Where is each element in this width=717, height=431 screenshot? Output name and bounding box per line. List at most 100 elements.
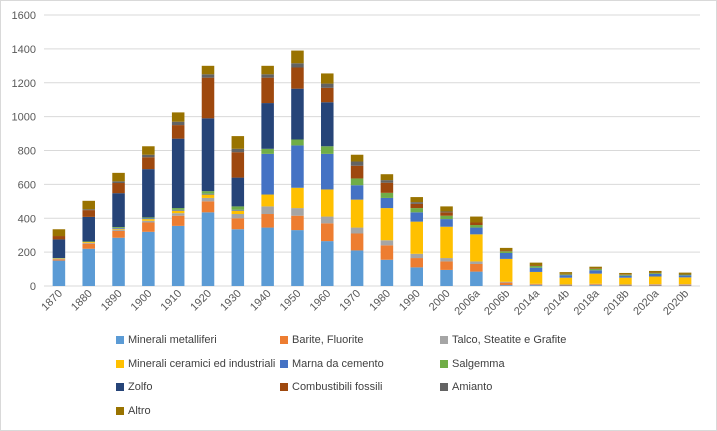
- bar-segment: [410, 197, 423, 203]
- y-tick-label: 0: [30, 281, 36, 293]
- x-tick-label: 1990: [397, 288, 423, 314]
- x-tick-label: 2018a: [572, 287, 603, 318]
- x-tick-label: 1870: [39, 288, 65, 314]
- bar-segment: [261, 65, 274, 75]
- bar-segment: [529, 271, 543, 284]
- x-tick-label: 1920: [188, 288, 214, 314]
- bar-segment: [410, 208, 423, 213]
- bar-segment: [649, 273, 662, 274]
- bar-segment: [410, 212, 423, 222]
- y-tick-label: 400: [18, 213, 36, 225]
- bar-segment: [261, 194, 274, 207]
- bar-segment: [440, 215, 453, 220]
- bar-segment: [291, 67, 304, 89]
- bar-segment: [678, 284, 692, 286]
- bar-segment: [499, 258, 513, 282]
- bar-segment: [171, 138, 185, 209]
- bar-segment: [440, 206, 453, 212]
- bar-segment: [231, 210, 245, 215]
- bar-segment: [321, 216, 334, 224]
- bar-segment: [142, 220, 155, 223]
- bar-segment: [201, 212, 215, 286]
- bar-segment: [380, 259, 394, 286]
- bar-segment: [380, 180, 394, 183]
- bar-segment: [82, 248, 95, 286]
- bar-segment: [142, 222, 155, 232]
- bar-segment: [350, 199, 364, 228]
- bar-segment: [321, 223, 334, 242]
- bar-segment: [470, 263, 483, 272]
- bar-segment: [261, 77, 274, 104]
- bar-segment: [559, 275, 573, 278]
- bar-segment: [231, 136, 245, 149]
- bar-segment: [350, 161, 364, 166]
- bar-segment: [440, 258, 453, 262]
- bar-segment: [380, 192, 394, 198]
- x-tick-label: 1950: [278, 288, 304, 314]
- bar-segment: [649, 273, 662, 277]
- bar-segment: [261, 214, 274, 228]
- bar-segment: [678, 284, 692, 285]
- bar-segment: [171, 213, 185, 216]
- bar-segment: [142, 217, 155, 219]
- bar-segment: [201, 74, 215, 78]
- bar-segment: [142, 219, 155, 221]
- bar-segment: [291, 139, 304, 146]
- bar-segment: [649, 270, 662, 273]
- bar-segment: [529, 262, 543, 266]
- bar-segment: [529, 285, 543, 286]
- bar-segment: [350, 185, 364, 200]
- bar-segment: [171, 208, 185, 210]
- bar-segment: [231, 209, 245, 211]
- x-tick-label: 2020b: [661, 288, 691, 318]
- bar-segment: [261, 148, 274, 154]
- x-tick-label: 1880: [69, 288, 95, 314]
- bar-segment: [649, 284, 662, 286]
- bar-segment: [380, 245, 394, 260]
- bar-segment: [291, 230, 304, 286]
- bar-segment: [678, 272, 692, 274]
- bar-segment: [321, 189, 334, 217]
- bar-segment: [559, 272, 573, 274]
- x-tick-label: 1910: [159, 288, 185, 314]
- x-tick-label: 2020a: [631, 287, 662, 318]
- y-tick-label: 600: [18, 179, 36, 191]
- bar-segment: [261, 103, 274, 149]
- bar-segment: [410, 253, 423, 259]
- bar-segment: [112, 183, 125, 194]
- bar-segment: [380, 240, 394, 246]
- bar-segment: [142, 154, 155, 158]
- bar-segment: [619, 272, 632, 275]
- bar-segment: [470, 216, 483, 223]
- bar-segment: [559, 277, 573, 285]
- bar-segment: [619, 275, 632, 278]
- bar-segment: [52, 229, 66, 237]
- y-tick-label: 200: [18, 247, 36, 259]
- bar-segment: [619, 285, 632, 286]
- bar-segment: [499, 247, 513, 251]
- bar-segment: [52, 236, 66, 240]
- bar-segment: [52, 259, 66, 261]
- bar-segment: [410, 267, 423, 286]
- bar-segment: [231, 214, 245, 219]
- bar-segment: [321, 83, 334, 88]
- bar-segment: [589, 285, 602, 286]
- bar-segment: [350, 154, 364, 162]
- bar-segment: [171, 121, 185, 126]
- bar-segment: [380, 182, 394, 193]
- bar-segment: [589, 270, 602, 274]
- bar-segment: [261, 153, 274, 195]
- bar-segment: [82, 200, 95, 210]
- bar-segment: [470, 222, 483, 226]
- bar-segment: [321, 73, 334, 84]
- bar-segment: [112, 237, 125, 286]
- bar-segment: [201, 194, 215, 198]
- bar-segment: [529, 266, 543, 268]
- bar-segment: [380, 174, 394, 181]
- bar-segment: [589, 266, 602, 269]
- bar-segment: [231, 206, 245, 210]
- bar-segment: [350, 250, 364, 286]
- bar-segment: [52, 239, 66, 259]
- bar-segment: [291, 187, 304, 209]
